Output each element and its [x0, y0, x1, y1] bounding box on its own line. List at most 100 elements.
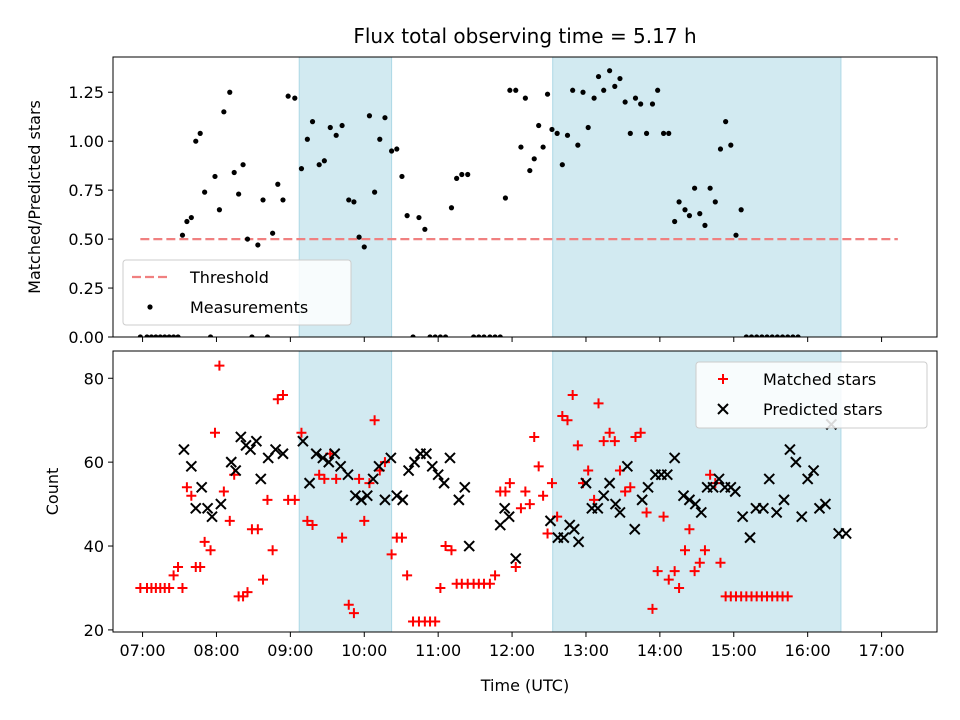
- matched-star-marker: [262, 494, 273, 505]
- y-tick-label: 0.25: [68, 279, 104, 298]
- predicted-star-marker: [689, 498, 702, 510]
- measurement-point: [292, 95, 298, 101]
- measurement-point: [764, 334, 770, 337]
- matched-star-marker: [699, 545, 710, 556]
- measurement-point: [351, 199, 357, 205]
- measurement-point: [399, 173, 405, 180]
- matched-star-marker: [386, 549, 397, 560]
- predicted-star-marker: [494, 519, 506, 531]
- y-tick-label: 20: [84, 621, 104, 640]
- matched-star-marker: [635, 427, 646, 438]
- measurement-point: [554, 130, 560, 136]
- predicted-star-marker: [572, 536, 585, 548]
- matched-star-marker: [348, 608, 359, 619]
- matched-star-marker: [510, 561, 521, 572]
- predicted-star-marker: [396, 494, 409, 506]
- measurement-point: [785, 334, 791, 337]
- predicted-star-marker: [544, 515, 557, 527]
- predicted-star-marker: [796, 510, 808, 523]
- x-tick-label: 10:00: [341, 641, 387, 660]
- matched-star-marker: [679, 545, 690, 556]
- measurement-point: [442, 334, 449, 337]
- predicted-star-marker: [385, 452, 397, 464]
- matched-star-marker: [314, 469, 325, 480]
- measurement-point: [507, 87, 513, 93]
- matched-star-marker: [538, 490, 549, 501]
- measurement-point: [666, 130, 672, 136]
- matched-star-marker: [168, 570, 179, 581]
- measurement-point: [531, 156, 537, 162]
- predicted-star-marker: [801, 473, 814, 485]
- legend-label: Predicted stars: [763, 400, 883, 419]
- measurement-point: [264, 334, 271, 337]
- matched-star-marker: [593, 398, 604, 409]
- observing-interval-shade: [298, 350, 393, 633]
- measurement-point: [612, 83, 618, 89]
- measurement-point: [502, 195, 509, 201]
- predicted-star-marker: [453, 494, 465, 506]
- measurement-point: [686, 213, 693, 219]
- measurement-point: [144, 334, 150, 337]
- measurement-point: [492, 334, 498, 337]
- measurement-point: [707, 185, 713, 191]
- predicted-star-marker: [668, 452, 681, 464]
- measurement-point: [321, 158, 327, 164]
- predicted-star-marker: [373, 460, 385, 473]
- measurement-point: [212, 173, 218, 180]
- measurement-point: [655, 87, 661, 93]
- matched-star-marker: [484, 578, 495, 589]
- matched-star-marker: [694, 557, 705, 568]
- legend-measurement-swatch: [147, 304, 153, 310]
- y-tick-label: 60: [84, 453, 104, 472]
- measurement-point: [759, 334, 765, 337]
- measurement-point: [389, 148, 395, 154]
- predicted-star-marker: [206, 510, 218, 523]
- matched-star-marker: [652, 566, 663, 577]
- matched-star-marker: [515, 503, 526, 514]
- matched-star-marker: [500, 486, 511, 497]
- measurement-point: [179, 232, 186, 238]
- matched-star-marker: [195, 561, 206, 572]
- measurement-point: [692, 185, 698, 191]
- matched-star-marker: [242, 587, 253, 598]
- predicted-star-marker: [661, 469, 673, 481]
- measurement-point: [682, 207, 688, 213]
- measurement-point: [216, 207, 223, 213]
- measurement-point: [361, 244, 367, 250]
- measurement-point: [422, 226, 428, 232]
- measurement-point: [377, 136, 383, 142]
- matched-star-marker: [572, 440, 583, 451]
- x-tick-label: 11:00: [415, 641, 461, 660]
- matched-star-marker: [542, 528, 553, 539]
- measurement-point: [702, 222, 708, 228]
- measurement-point: [410, 334, 416, 337]
- measurement-point: [743, 334, 749, 337]
- predicted-star-marker: [713, 473, 725, 485]
- predicted-star-marker: [225, 456, 237, 468]
- matched-star-marker: [343, 599, 354, 610]
- predicted-star-marker: [250, 435, 263, 447]
- legend-label: Matched stars: [763, 370, 876, 389]
- matched-star-marker: [319, 473, 330, 484]
- measurement-point: [774, 334, 780, 337]
- measurement-point: [382, 115, 388, 121]
- plot-data: [135, 360, 852, 627]
- measurement-point: [527, 167, 533, 174]
- matched-star-marker: [209, 427, 220, 438]
- measurement-point: [298, 166, 305, 172]
- measurement-point: [231, 169, 237, 176]
- matched-star-marker: [490, 570, 501, 581]
- matched-star-marker: [663, 574, 674, 585]
- matched-star-marker: [354, 473, 365, 484]
- predicted-star-marker: [361, 489, 373, 502]
- measurement-point: [643, 130, 650, 136]
- predicted-star-marker: [444, 452, 456, 464]
- matched-star-marker: [205, 545, 216, 556]
- x-tick-label: 08:00: [193, 641, 239, 660]
- matched-star-marker: [258, 574, 269, 585]
- measurement-point: [148, 334, 155, 337]
- predicted-star-marker: [426, 460, 438, 473]
- matched-star-marker: [674, 582, 685, 593]
- predicted-star-marker: [840, 527, 852, 540]
- measurement-point: [790, 334, 796, 337]
